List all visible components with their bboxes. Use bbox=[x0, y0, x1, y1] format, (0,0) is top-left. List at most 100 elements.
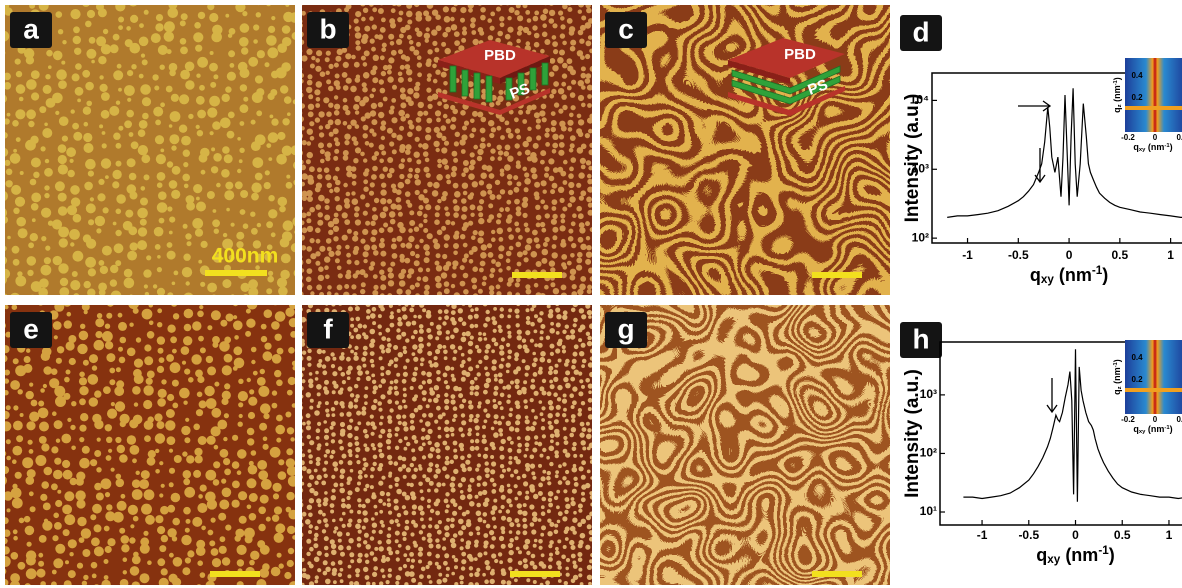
afm-domain bbox=[110, 279, 117, 286]
afm-domain bbox=[324, 265, 329, 270]
afm-domain bbox=[486, 310, 490, 314]
afm-domain bbox=[2, 246, 7, 251]
afm-domain bbox=[88, 219, 94, 225]
afm-domain bbox=[586, 8, 592, 14]
afm-domain bbox=[595, 450, 599, 454]
afm-domain bbox=[525, 539, 531, 545]
afm-domain bbox=[381, 18, 386, 23]
afm-domain bbox=[255, 0, 263, 5]
afm-domain bbox=[486, 0, 492, 4]
afm-domain bbox=[233, 315, 237, 319]
afm-domain bbox=[18, 389, 23, 394]
afm-domain bbox=[308, 0, 314, 5]
afm-domain bbox=[24, 516, 31, 523]
afm-domain bbox=[318, 212, 323, 217]
afm-domain bbox=[434, 219, 440, 225]
afm-domain bbox=[271, 118, 278, 125]
afm-domain bbox=[16, 435, 23, 442]
afm-domain bbox=[83, 575, 88, 580]
afm-domain bbox=[68, 570, 76, 578]
afm-domain bbox=[499, 350, 504, 355]
afm-domain bbox=[426, 404, 430, 408]
afm-domain bbox=[452, 109, 458, 115]
afm-domain bbox=[523, 380, 527, 384]
afm-domain bbox=[387, 534, 392, 539]
afm-domain bbox=[580, 582, 584, 586]
afm-domain bbox=[110, 265, 118, 273]
afm-domain bbox=[489, 173, 495, 179]
afm-domain bbox=[274, 506, 282, 514]
afm-domain bbox=[485, 344, 490, 349]
afm-domain bbox=[192, 517, 202, 527]
afm-domain bbox=[498, 277, 503, 282]
afm-domain bbox=[453, 455, 458, 460]
afm-domain bbox=[549, 540, 554, 545]
afm-domain bbox=[350, 335, 354, 339]
afm-domain bbox=[549, 446, 555, 452]
afm-domain bbox=[296, 198, 303, 205]
afm-domain bbox=[335, 298, 340, 303]
afm-domain bbox=[475, 468, 479, 472]
afm-domain bbox=[535, 0, 540, 5]
afm-domain bbox=[403, 537, 407, 541]
afm-domain bbox=[346, 546, 351, 551]
afm-domain bbox=[487, 18, 492, 23]
afm-domain bbox=[414, 440, 418, 444]
afm-domain bbox=[517, 151, 522, 156]
afm-domain bbox=[134, 374, 144, 384]
afm-domain bbox=[130, 15, 138, 23]
afm-domain bbox=[451, 433, 455, 437]
afm-domain bbox=[412, 456, 417, 461]
afm-domain bbox=[588, 384, 593, 389]
afm-domain bbox=[442, 158, 448, 164]
afm-domain bbox=[428, 334, 433, 339]
afm-domain bbox=[20, 413, 24, 417]
afm-domain bbox=[558, 511, 563, 516]
afm-domain bbox=[184, 184, 189, 189]
afm-domain bbox=[117, 445, 125, 453]
afm-domain bbox=[590, 460, 594, 464]
afm-domain bbox=[394, 364, 398, 368]
afm-domain bbox=[400, 116, 406, 122]
afm-domain bbox=[581, 440, 586, 445]
afm-domain bbox=[297, 274, 303, 280]
afm-domain bbox=[517, 449, 522, 454]
afm-domain bbox=[387, 390, 392, 395]
afm-domain bbox=[558, 88, 564, 94]
afm-domain bbox=[255, 75, 263, 83]
afm-domain bbox=[465, 331, 470, 336]
afm-domain bbox=[75, 490, 85, 500]
afm-domain bbox=[106, 437, 112, 443]
afm-domain bbox=[586, 3, 591, 8]
afm-domain bbox=[371, 301, 375, 305]
afm-domain bbox=[15, 59, 21, 65]
afm-domain bbox=[576, 206, 582, 212]
afm-domain bbox=[525, 435, 531, 441]
afm-domain bbox=[527, 156, 532, 161]
afm-domain bbox=[460, 364, 464, 368]
afm-domain bbox=[523, 141, 529, 147]
afm-domain bbox=[531, 156, 537, 162]
afm-domain bbox=[300, 482, 304, 486]
afm-domain bbox=[550, 434, 555, 439]
afm-domain bbox=[149, 321, 154, 326]
afm-domain bbox=[140, 84, 151, 95]
afm-domain bbox=[556, 323, 561, 328]
afm-domain bbox=[487, 190, 492, 195]
afm-domain bbox=[475, 495, 479, 499]
afm-domain bbox=[41, 265, 52, 276]
afm-domain bbox=[139, 120, 148, 129]
afm-domain bbox=[380, 198, 386, 204]
afm-domain bbox=[332, 571, 337, 576]
afm-domain bbox=[378, 112, 384, 118]
afm-domain bbox=[488, 203, 493, 208]
afm-domain bbox=[169, 124, 173, 128]
afm-domain bbox=[534, 314, 538, 318]
afm-domain bbox=[0, 309, 5, 317]
afm-domain bbox=[182, 267, 192, 277]
afm-domain bbox=[94, 450, 101, 457]
afm-domain bbox=[543, 205, 548, 210]
afm-domain bbox=[238, 391, 248, 401]
afm-domain bbox=[199, 400, 207, 408]
afm-domain bbox=[70, 425, 75, 430]
